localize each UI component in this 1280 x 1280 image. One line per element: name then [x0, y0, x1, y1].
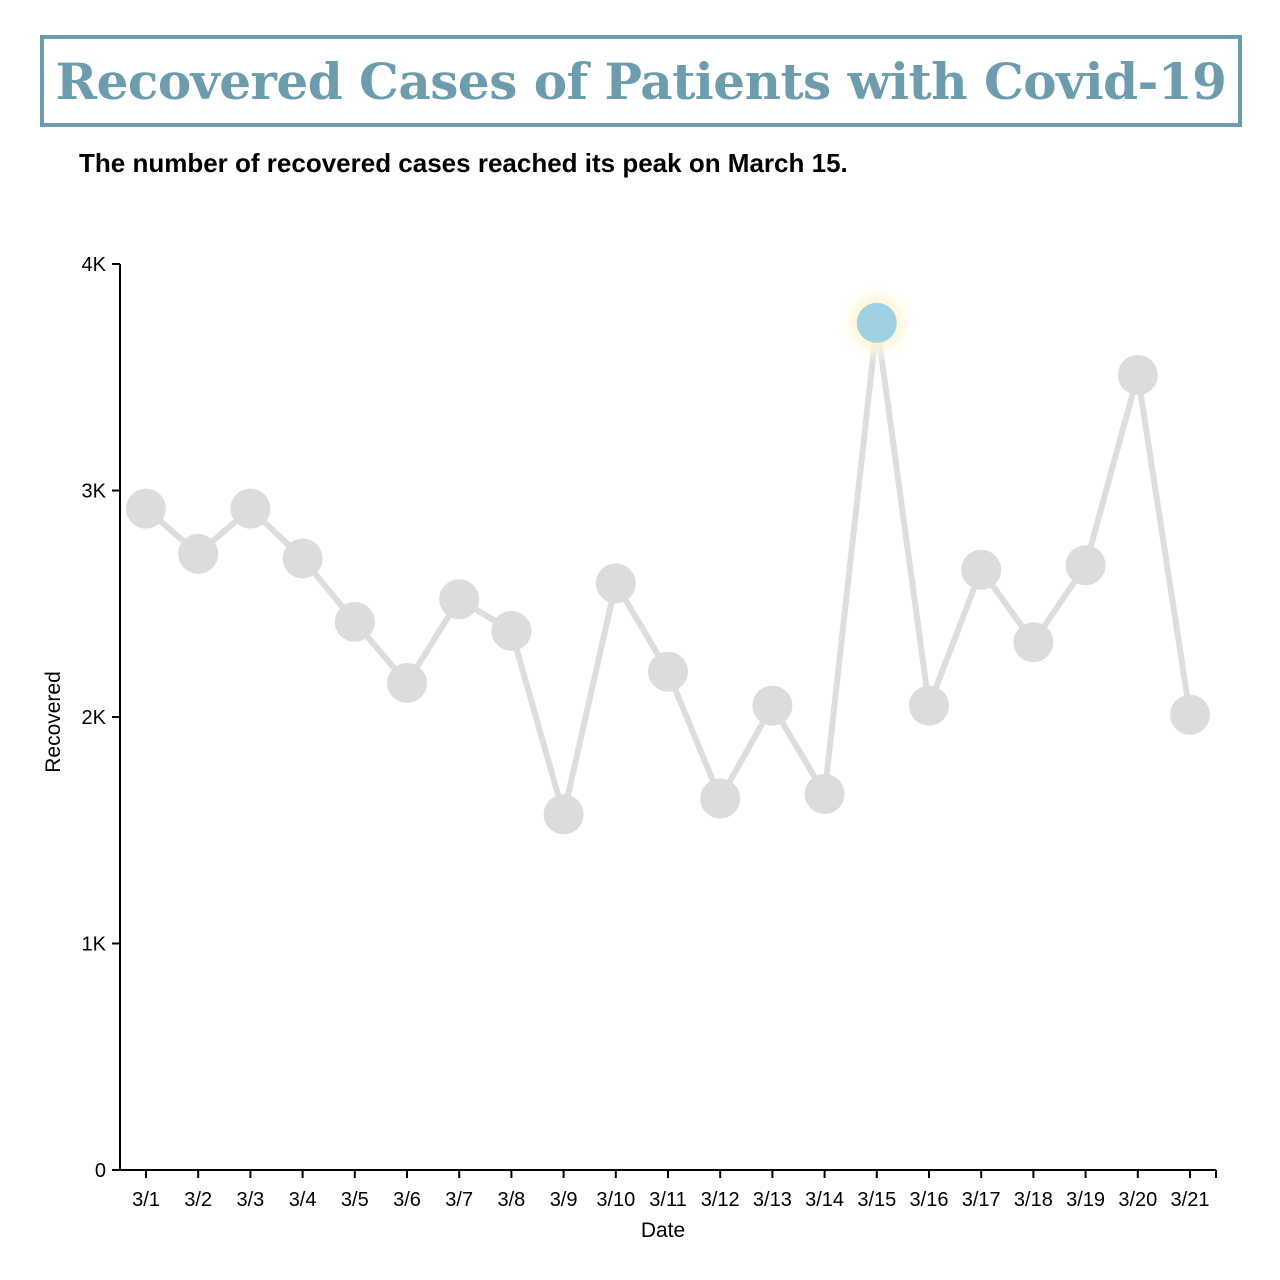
y-axis: 0 1K 2K 3K 4K [82, 254, 121, 1182]
data-point[interactable] [1170, 694, 1210, 735]
chart-subtitle: The number of recovered cases reached it… [79, 148, 848, 178]
data-point[interactable] [752, 685, 793, 726]
x-tick-label: 3/14 [805, 1189, 844, 1211]
y-tick-label: 3K [82, 481, 107, 503]
x-tick-label: 3/11 [649, 1189, 686, 1211]
data-point[interactable] [648, 651, 688, 692]
data-point[interactable] [439, 579, 480, 620]
data-point[interactable] [387, 663, 427, 704]
x-tick-label: 3/6 [393, 1189, 421, 1211]
data-point[interactable] [595, 563, 636, 604]
data-point[interactable] [1065, 545, 1106, 586]
data-point-peak[interactable] [856, 302, 897, 343]
x-tick-label: 3/7 [445, 1189, 473, 1211]
x-tick-label: 3/15 [857, 1189, 896, 1211]
x-tick-label: 3/3 [236, 1189, 264, 1211]
x-tick-label: 3/13 [753, 1189, 792, 1211]
x-tick-label: 3/1 [132, 1189, 160, 1211]
title-box: Recovered Cases of Patients with Covid-1… [40, 35, 1242, 127]
data-point[interactable] [700, 778, 741, 819]
x-tick-label: 3/5 [341, 1189, 369, 1211]
data-point[interactable] [230, 488, 271, 529]
x-tick-label: 3/21 [1171, 1189, 1210, 1211]
series-recovered [126, 282, 1210, 835]
data-point[interactable] [1117, 354, 1158, 395]
x-tick-label: 3/18 [1014, 1189, 1053, 1211]
x-tick-label: 3/20 [1118, 1189, 1157, 1211]
x-axis: 3/1 3/2 3/3 3/4 3/5 3/6 3/7 3/8 3/9 3/10 3/11 3/12 3… [120, 1169, 1217, 1211]
x-tick-label: 3/16 [910, 1189, 949, 1211]
x-tick-label: 3/10 [596, 1189, 635, 1211]
y-tick-label: 0 [95, 1160, 106, 1182]
data-point[interactable] [1013, 622, 1054, 663]
y-tick-label: 4K [82, 254, 107, 276]
y-tick-label: 2K [82, 707, 107, 729]
x-tick-label: 3/2 [184, 1189, 212, 1211]
x-tick-label: 3/9 [550, 1189, 578, 1211]
x-tick-label: 3/8 [497, 1189, 525, 1211]
x-tick-label: 3/17 [962, 1189, 1001, 1211]
data-point[interactable] [961, 549, 1002, 590]
x-axis-title: Date [641, 1219, 685, 1242]
data-point[interactable] [178, 533, 219, 574]
data-point[interactable] [126, 488, 166, 529]
y-axis-title: Recovered [42, 671, 65, 773]
data-point[interactable] [543, 794, 584, 835]
data-point[interactable] [909, 685, 949, 726]
data-point[interactable] [282, 538, 323, 579]
chart-title: Recovered Cases of Patients with Covid-1… [55, 51, 1227, 111]
x-tick-label: 3/19 [1066, 1189, 1105, 1211]
data-point[interactable] [491, 610, 532, 651]
x-tick-label: 3/12 [701, 1189, 740, 1211]
y-tick-label: 1K [82, 934, 107, 956]
data-point[interactable] [334, 601, 375, 642]
data-point[interactable] [804, 774, 845, 815]
x-tick-label: 3/4 [289, 1189, 317, 1211]
